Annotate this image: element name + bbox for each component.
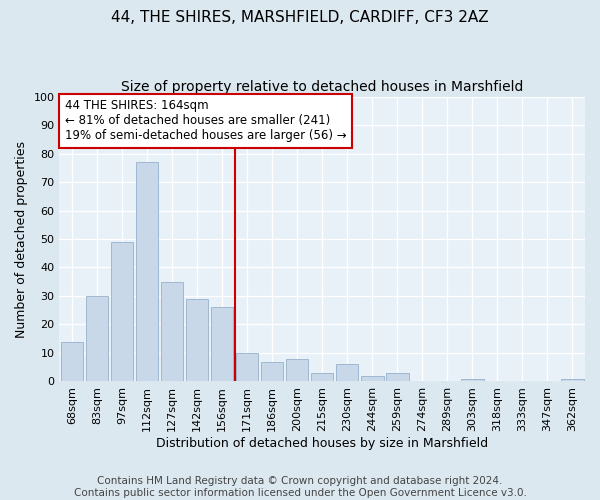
Bar (261, 362, 283, 382)
Bar (86, 296, 108, 382)
X-axis label: Distribution of detached houses by size in Marshfield: Distribution of detached houses by size … (156, 437, 488, 450)
Bar (236, 353, 259, 382)
Bar (461, 378, 484, 382)
Text: 44, THE SHIRES, MARSHFIELD, CARDIFF, CF3 2AZ: 44, THE SHIRES, MARSHFIELD, CARDIFF, CF3… (111, 10, 489, 25)
Bar (361, 376, 383, 382)
Bar (561, 378, 584, 382)
Bar (386, 373, 409, 382)
Bar (61, 342, 83, 382)
Bar (136, 162, 158, 382)
Bar (111, 242, 133, 382)
Text: Contains HM Land Registry data © Crown copyright and database right 2024.
Contai: Contains HM Land Registry data © Crown c… (74, 476, 526, 498)
Bar (211, 308, 233, 382)
Bar (336, 364, 358, 382)
Bar (161, 282, 184, 382)
Title: Size of property relative to detached houses in Marshfield: Size of property relative to detached ho… (121, 80, 523, 94)
Text: 44 THE SHIRES: 164sqm
← 81% of detached houses are smaller (241)
19% of semi-det: 44 THE SHIRES: 164sqm ← 81% of detached … (65, 100, 346, 142)
Bar (311, 373, 334, 382)
Bar (186, 299, 208, 382)
Bar (286, 358, 308, 382)
Y-axis label: Number of detached properties: Number of detached properties (15, 140, 28, 338)
